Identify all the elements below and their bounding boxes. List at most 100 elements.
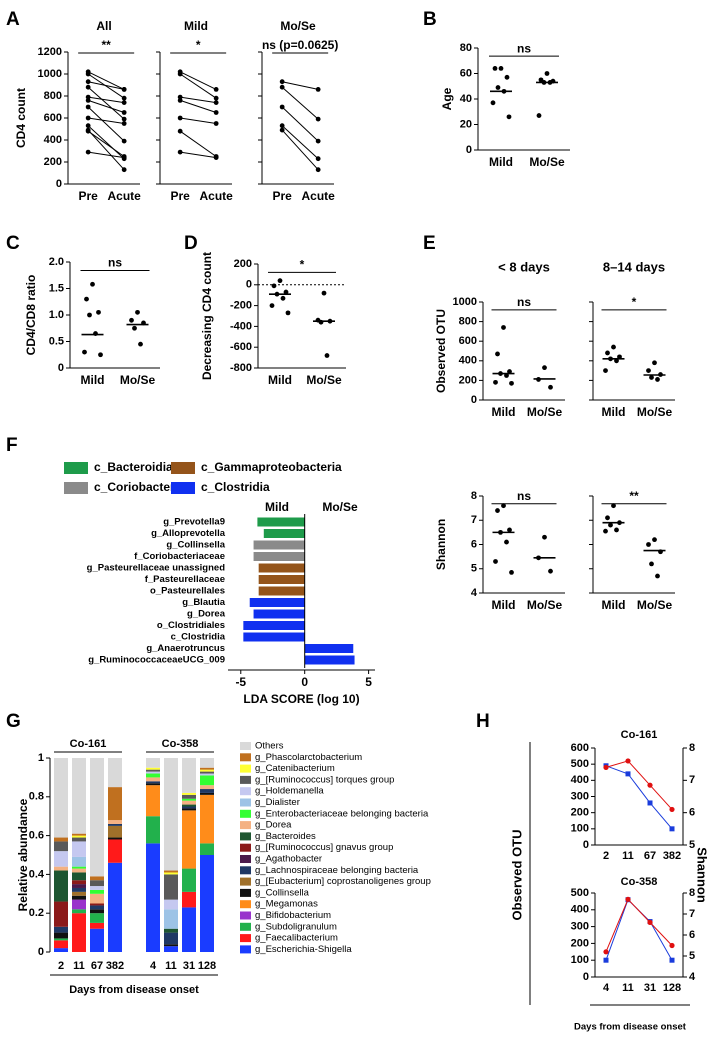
panel-letter: A: [6, 9, 20, 30]
legend-label: c_Bacteroidia: [94, 460, 173, 474]
bar-segment: [200, 789, 214, 793]
bar-segment: [164, 932, 178, 945]
legend-swatch: [240, 787, 251, 796]
bar-segment: [54, 948, 68, 952]
bar-segment: [182, 798, 196, 801]
data-point: [669, 806, 675, 813]
data-point: [269, 303, 275, 308]
data-point: [647, 919, 653, 926]
y-tick-label: 6: [471, 538, 477, 550]
bar-segment: [164, 874, 178, 900]
bar-segment: [54, 940, 68, 949]
data-point: [646, 542, 651, 547]
x-tick-label: 128: [663, 982, 681, 994]
bar-segment: [182, 806, 196, 809]
y-tick-label: 0: [38, 946, 44, 958]
bar-segment: [54, 866, 68, 871]
bar-segment: [146, 769, 160, 772]
y-tick-label: 8: [689, 887, 695, 899]
x-tick-label: Acute: [107, 189, 141, 203]
legend-swatch: [171, 482, 195, 494]
bar-segment: [146, 767, 160, 770]
bar-segment: [108, 825, 122, 838]
y-tick-label: 600: [44, 112, 62, 124]
data-point: [132, 325, 137, 331]
y2-axis-label: Shannon: [695, 847, 708, 903]
bar-segment: [54, 926, 68, 933]
bar-segment: [200, 843, 214, 855]
data-point: [285, 310, 291, 316]
x-tick-label: Mo/Se: [120, 373, 156, 387]
group-label: Mild: [265, 500, 289, 514]
y-tick-label: 7: [689, 908, 695, 920]
y-tick-label: 100: [571, 954, 589, 966]
data-point: [138, 341, 143, 347]
y-tick-label: 0: [583, 839, 589, 851]
y-axis-label: CD4 count: [14, 88, 28, 148]
bar-segment: [108, 820, 122, 824]
y-tick-label: 8: [471, 490, 477, 502]
y-tick-label: 4: [471, 587, 478, 599]
data-point: [213, 100, 219, 105]
pair-line: [281, 129, 319, 171]
bar-segment: [164, 946, 178, 952]
x-tick-label: Mild: [81, 373, 105, 387]
data-point: [121, 167, 127, 173]
legend-swatch: [64, 462, 88, 474]
y-tick-label: 200: [459, 374, 477, 386]
legend-swatch: [240, 900, 251, 909]
legend-swatch: [240, 753, 251, 762]
bar-segment: [54, 870, 68, 902]
pair-line: [87, 86, 125, 120]
data-point: [177, 98, 183, 103]
data-point: [324, 353, 330, 358]
bar-segment: [146, 771, 160, 774]
bar-segment: [200, 785, 214, 790]
bar-segment: [54, 837, 68, 842]
column-title: 8–14 days: [603, 259, 665, 274]
y-tick-label: 2.0: [49, 256, 64, 268]
data-point: [548, 568, 553, 574]
x-tick-label: Mo/Se: [306, 373, 342, 387]
category-label: f_Pasteurellaceae: [145, 574, 225, 585]
data-point: [121, 156, 127, 162]
data-point: [121, 95, 127, 101]
data-point: [625, 771, 631, 777]
y-tick-label: 1000: [453, 296, 477, 308]
y-tick-label: 5: [689, 950, 695, 962]
pair-line: [88, 96, 125, 104]
bar-segment: [72, 899, 86, 910]
data-point: [649, 561, 654, 567]
x-tick-label: Pre: [170, 189, 190, 203]
group-label: Mo/Se: [322, 500, 358, 514]
data-point: [280, 295, 286, 301]
x-tick-label: 382: [106, 960, 124, 972]
pair-line: [87, 71, 125, 90]
bar: [304, 655, 355, 665]
y-tick-label: 4: [689, 971, 696, 983]
data-point: [85, 79, 91, 85]
legend-label: g_[Eubacterium] coprostanoligenes group: [255, 876, 431, 887]
bar-segment: [54, 851, 68, 867]
data-point: [85, 127, 91, 133]
y-axis-label: Age: [440, 87, 454, 110]
legend-label: g_Holdemanella: [255, 786, 324, 797]
legend-swatch: [240, 832, 251, 841]
category-label: g_Pasteurellaceae unassigned: [87, 563, 226, 574]
category-label: g_Prevotella9: [163, 517, 225, 528]
y-tick-label: 0: [471, 394, 477, 406]
data-point: [279, 104, 285, 110]
pair-line: [87, 130, 125, 157]
legend-swatch: [240, 843, 251, 852]
x-tick-label: Mild: [492, 598, 516, 612]
data-point: [669, 957, 675, 963]
category-label: g_Alloprevotella: [151, 528, 226, 539]
x-axis-label: Days from disease onset: [69, 984, 199, 996]
data-point: [279, 127, 285, 133]
bar-segment: [200, 771, 214, 774]
data-point: [495, 85, 501, 90]
bar-segment: [146, 781, 160, 784]
y-tick-label: 400: [571, 774, 589, 786]
data-point: [279, 123, 285, 129]
data-point: [98, 352, 103, 358]
